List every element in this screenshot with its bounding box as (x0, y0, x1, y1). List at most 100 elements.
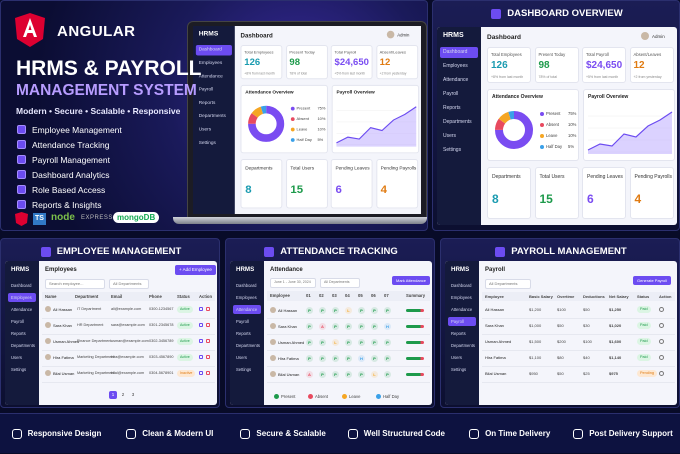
cell: $50 (557, 371, 564, 376)
status-badge: Paid (637, 354, 651, 361)
attendance-mark: P (371, 323, 378, 330)
feature-label: Well Structured Code (363, 428, 445, 438)
feature: Role Based Access (32, 185, 106, 195)
attendance-mark: P (332, 323, 339, 330)
cell: Bilal Usman (485, 371, 507, 376)
sidebar: HRMS Dashboard Employees Attendance Payroll R… (230, 261, 264, 405)
panel: PAYROLL MANAGEMENT HRMS Dashboard Employees… (440, 238, 680, 408)
card: Total Employees 126 +8% from last month (487, 47, 531, 83)
cell: $40 (583, 355, 590, 360)
row-divider (42, 382, 215, 383)
panel-icon (495, 246, 506, 257)
feature-icon (469, 428, 480, 439)
summary-label: Departments (492, 174, 521, 180)
action-edit (199, 323, 203, 327)
summary-label: Pending Payrolls (380, 165, 417, 172)
page-title: Employees (45, 267, 77, 273)
card: Total Users 15 (285, 159, 328, 209)
action-view (659, 323, 664, 328)
feature-item: Clean & Modern UI (113, 414, 226, 454)
sidebar-brand: HRMS (451, 266, 470, 273)
row-divider (482, 318, 675, 319)
table-header-bg (482, 292, 675, 301)
cell: $1,500 (529, 339, 542, 344)
avatar (45, 354, 51, 360)
column-header: 07 (384, 293, 389, 298)
attendance-mark: P (384, 339, 391, 346)
cell: $1,140 (609, 355, 622, 360)
nav-item: Employees (443, 63, 468, 69)
summary-label: Total Users (539, 174, 565, 180)
summary-label: Pending Leaves (587, 174, 623, 180)
nav-item: Payroll (198, 86, 214, 93)
attendance-mark: P (371, 355, 378, 362)
attendance-mark: P (384, 307, 391, 314)
panel-title: DASHBOARD OVERVIEW (507, 8, 623, 20)
legend-dot (376, 394, 381, 399)
summary-bar (406, 357, 424, 360)
nav-item: Users (11, 355, 22, 360)
sidebar: HRMS Dashboard Employees Attendance Payroll R… (5, 261, 39, 405)
panel-header: PAYROLL MANAGEMENT (441, 243, 679, 257)
card: Present Today 98 78% of total (285, 45, 328, 80)
laptop-dashboard: HRMS Dashboard Employees Attendance Payroll R… (193, 26, 421, 214)
sidebar: HRMS Dashboard Employees Attendance Payroll R… (445, 261, 479, 405)
app-window: HRMS Dashboard Employees Attendance Payroll R… (5, 261, 217, 405)
legend-label: Half Day (383, 394, 400, 399)
cell: Hira Fatima (53, 355, 74, 360)
legend-name: Leave (546, 133, 558, 138)
stat-value: 126 (491, 60, 508, 71)
page-title: Payroll (485, 267, 506, 273)
feature-item: Responsive Design (0, 414, 113, 454)
attendance-mark: L (332, 339, 339, 346)
nav-item: Reports (451, 331, 466, 336)
legend-name: Leave (296, 126, 308, 132)
card: Departments 8 (240, 159, 283, 209)
card: Absent/Leaves 12 +2 from yesterday (375, 45, 418, 80)
legend-label: Leave (349, 394, 361, 399)
action-delete (206, 339, 210, 343)
column-header: Name (45, 294, 57, 299)
input-field: June 1 - June 30, 2024 (270, 278, 316, 288)
stat-label: Present Today (289, 49, 315, 55)
tech-mongodb: mongoDB (113, 212, 160, 223)
column-header: Overtime (557, 294, 575, 299)
nav-item: Payroll (448, 317, 476, 326)
tech-express: EXPRESS (81, 215, 113, 221)
attendance-mark: A (319, 323, 326, 330)
summary-label: Pending Payrolls (634, 174, 673, 180)
graphic (495, 111, 533, 149)
card: Pending Payrolls 4 (629, 167, 674, 219)
card-title: Attendance Overview (492, 94, 543, 100)
column-header: 02 (319, 293, 324, 298)
status-badge: Inactive (177, 370, 196, 377)
nav-item: Employees (8, 293, 36, 302)
stat-value: 98 (538, 60, 550, 71)
cell: $80 (557, 355, 564, 360)
avatar (45, 370, 51, 376)
feature-icon (17, 185, 26, 194)
status-badge: Pending (637, 370, 657, 377)
laptop: HRMS Dashboard Employees Attendance Payroll R… (187, 21, 427, 219)
employee-name: Usman Ahmed (278, 340, 305, 345)
nav-item: Departments (198, 113, 226, 120)
summary-label: Total Users (290, 165, 315, 172)
attendance-mark: L (371, 371, 378, 378)
input-field: All Departments (485, 279, 531, 289)
column-header: Net Salary (609, 294, 629, 299)
nav-item: Attendance (233, 305, 261, 314)
summary-value: 15 (290, 182, 304, 197)
status-badge: Paid (637, 322, 651, 329)
laptop-screen: HRMS Dashboard Employees Attendance Payroll R… (193, 26, 421, 214)
column-header: Employee (485, 294, 504, 299)
stat-label: Absent/Leaves (379, 49, 407, 55)
summary-bar (406, 373, 424, 376)
nav-item: Dashboard (236, 283, 257, 288)
feature-icon (17, 200, 26, 209)
nav-item: Reports (443, 105, 461, 111)
card: Total Payroll $24,650 +5% from last month (330, 45, 373, 80)
sidebar: HRMS Dashboard Employees Attendance Payroll R… (193, 26, 235, 214)
stat-label: Total Payroll (586, 52, 609, 57)
attendance-mark: P (384, 371, 391, 378)
panel-header: ATTENDANCE TRACKING (226, 243, 434, 257)
